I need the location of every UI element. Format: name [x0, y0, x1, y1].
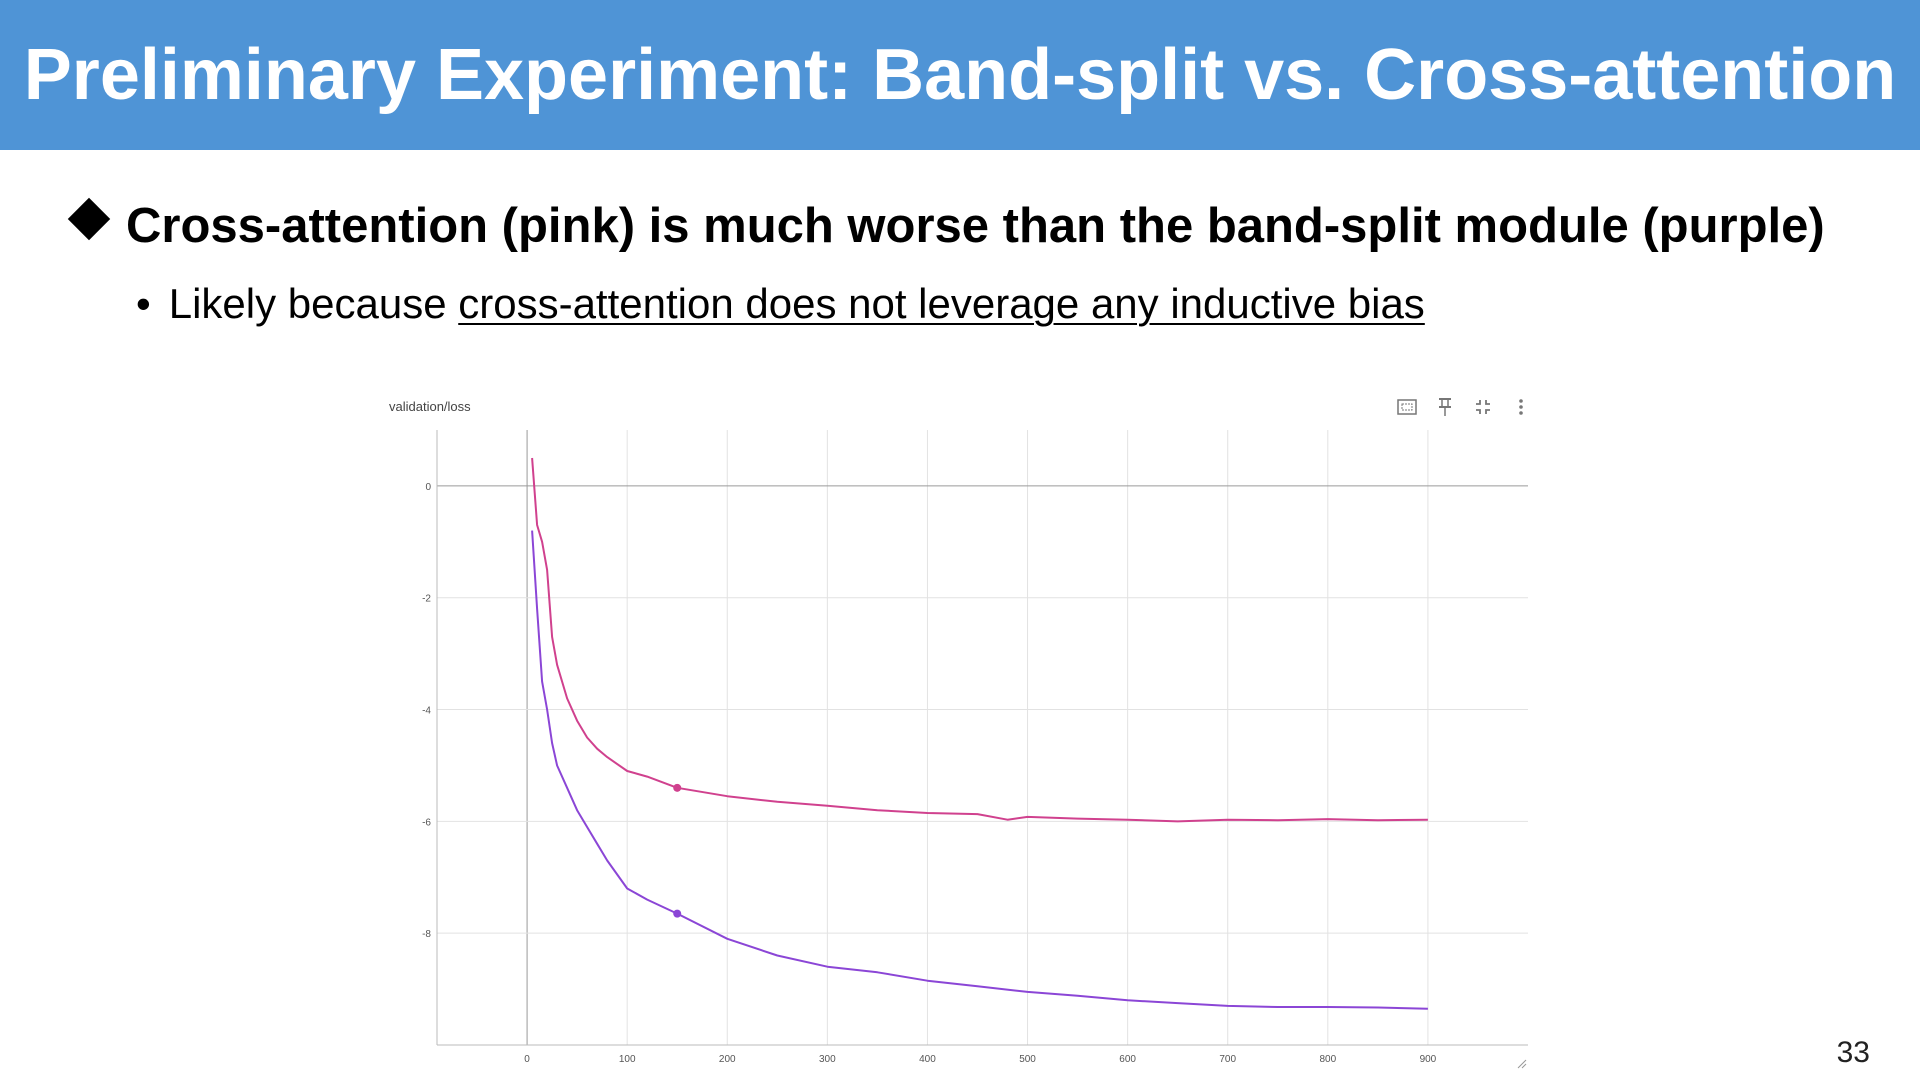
y-tick-label: -4	[422, 706, 431, 717]
more-vertical-icon[interactable]	[1510, 396, 1532, 418]
pink-series-marker	[673, 783, 682, 792]
x-tick-label: 0	[524, 1054, 530, 1065]
title-bar	[0, 0, 1920, 150]
collapse-icon[interactable]	[1472, 396, 1494, 418]
chart-title: validation/loss	[389, 399, 471, 414]
fullscreen-icon[interactable]	[1396, 396, 1418, 418]
x-tick-label: 700	[1219, 1054, 1236, 1065]
sub-bullet-prefix: Likely because	[168, 280, 459, 327]
x-tick-label: 200	[719, 1054, 736, 1065]
x-tick-label: 800	[1319, 1054, 1336, 1065]
y-tick-label: 0	[425, 482, 431, 493]
y-tick-label: -6	[422, 817, 431, 828]
x-tick-label: 400	[919, 1054, 936, 1065]
sub-bullet-underlined: cross-attention does not leverage any in…	[458, 280, 1425, 327]
bullet-dot-icon: •	[136, 280, 151, 327]
x-tick-label: 100	[619, 1054, 636, 1065]
main-bullet: Cross-attention (pink) is much worse tha…	[66, 197, 1825, 254]
purple-series-marker	[673, 909, 682, 918]
x-tick-label: 300	[819, 1054, 836, 1065]
validation-loss-chart: 0 100 200 300 400 500 600 700 800 900 0 -2 -4 -6 -8	[422, 430, 1528, 1069]
main-bullet-text: Cross-attention (pink) is much worse tha…	[126, 199, 1825, 253]
pink-series-line	[531, 457, 1428, 823]
x-tick-label: 900	[1420, 1054, 1437, 1065]
resize-handle-icon	[1517, 1059, 1527, 1069]
pin-icon[interactable]	[1434, 396, 1456, 418]
diamond-bullet-icon	[67, 197, 111, 241]
sub-bullet: • Likely because cross-attention does not…	[136, 280, 1425, 328]
purple-series-line	[531, 530, 1428, 1010]
y-tick-label: -2	[422, 594, 431, 605]
y-tick-label: -8	[422, 929, 431, 940]
x-tick-label: 500	[1019, 1054, 1036, 1065]
slide-title: Preliminary Experiment: Band-split vs. C…	[23, 35, 1897, 115]
page-number: 33	[1836, 1036, 1870, 1069]
x-tick-label: 600	[1119, 1054, 1136, 1065]
